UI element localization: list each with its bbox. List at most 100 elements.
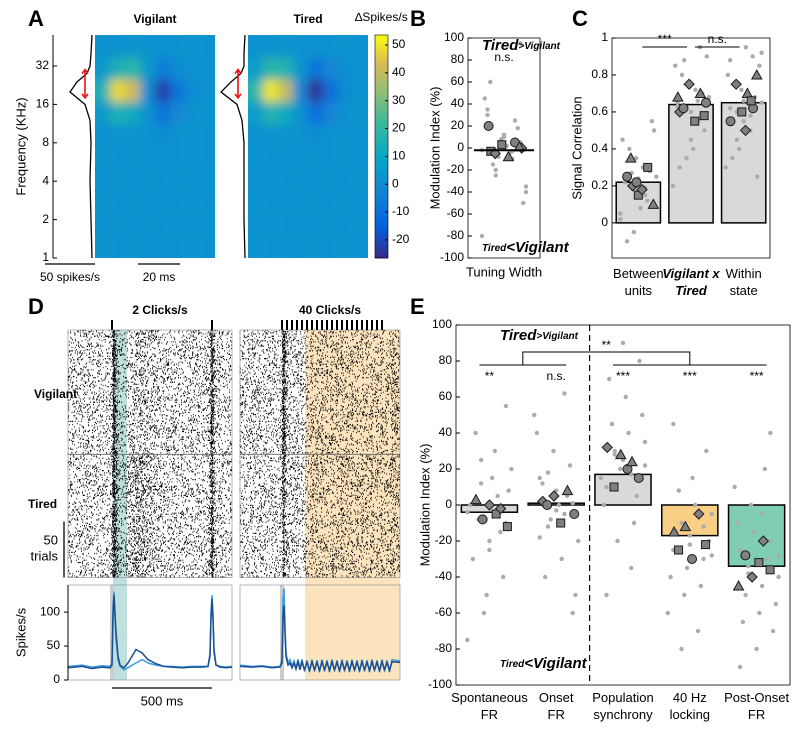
tuning-curve (220, 34, 246, 259)
colorbar-swatch (375, 163, 388, 167)
data-point (620, 340, 626, 346)
heatmap-cell (323, 146, 339, 170)
psth-line (67, 595, 233, 670)
data-point (612, 448, 617, 454)
significance: ** (485, 369, 495, 383)
heatmap-cell (95, 191, 111, 214)
data-point (768, 538, 773, 544)
heatmap-cell (278, 235, 294, 258)
heatmap-cell (353, 124, 368, 147)
data-point (501, 134, 507, 140)
colorbar-swatch (375, 135, 388, 139)
data-point (759, 511, 765, 517)
x-tick-label-line: Tired (675, 283, 708, 298)
data-point (709, 511, 714, 517)
colorbar-swatch (375, 154, 388, 159)
heatmap-cell (278, 146, 294, 170)
data-point (562, 511, 567, 517)
colorbar-swatch (375, 96, 388, 100)
y-axis-label: Modulation Index (%) (427, 87, 442, 210)
colorbar-swatch (375, 104, 388, 108)
x-tick-label-line: Vigilant x (662, 266, 720, 281)
scale-bar-label-line: 50 (44, 533, 58, 548)
data-point (645, 198, 650, 203)
colorbar-swatch (375, 62, 388, 67)
data-point (604, 592, 609, 598)
unit-marker (643, 162, 653, 172)
colorbar-swatch (375, 85, 388, 89)
data-point (562, 391, 567, 396)
unit-marker (732, 579, 745, 591)
panel-letter: A (28, 6, 44, 31)
scale-bar-label: 20 ms (143, 270, 176, 284)
heatmap-cell (185, 79, 201, 103)
unit-marker (609, 482, 619, 492)
bar (727, 504, 786, 567)
heatmap-cell (308, 124, 324, 147)
data-point (746, 564, 751, 569)
data-point (673, 63, 678, 68)
colorbar-swatch (375, 157, 388, 161)
colorbar-swatch (375, 177, 388, 181)
colorbar-swatch (375, 51, 388, 55)
heatmap-cell (185, 235, 201, 258)
colorbar-swatch (375, 188, 388, 192)
data-point (545, 470, 551, 475)
heatmap-cell (185, 101, 201, 125)
data-point (704, 54, 709, 59)
data-point (737, 664, 743, 670)
colorbar-swatch (375, 227, 388, 231)
colorbar-swatch (375, 171, 388, 175)
data-point (540, 481, 545, 486)
data-point (759, 100, 764, 105)
unit-marker (687, 554, 698, 564)
colorbar-swatch (375, 246, 388, 251)
data-point (741, 98, 746, 104)
y-tick-label: 60 (439, 389, 453, 403)
unit-marker (730, 78, 742, 90)
heatmap-cell (185, 57, 201, 81)
heatmap-cell (185, 146, 201, 170)
y-tick-label: 60 (451, 74, 465, 88)
heatmap-cell (263, 35, 279, 58)
heatmap-cell (155, 57, 171, 81)
colorbar-tick-label: 50 (392, 37, 406, 51)
annotation-part: Tired (500, 327, 537, 344)
heatmap-cell (125, 35, 141, 58)
heatmap-cell (200, 79, 215, 103)
data-point (570, 501, 575, 506)
data-point (518, 41, 523, 46)
unit-marker (683, 78, 695, 90)
heatmap-cell (200, 124, 215, 147)
heatmap-cell (308, 168, 324, 192)
unit-marker (737, 107, 747, 117)
data-point (537, 475, 542, 481)
unit-marker (746, 96, 756, 106)
heatmap-cell (308, 57, 324, 81)
heatmap-cell (95, 168, 111, 192)
colorbar-swatch (375, 224, 388, 228)
colorbar-swatch (375, 54, 388, 58)
data-point (732, 484, 737, 490)
colorbar-swatch (375, 101, 388, 106)
colorbar-swatch (375, 90, 388, 94)
heatmap-cell (140, 213, 156, 237)
heatmap-cell (278, 124, 294, 147)
heatmap-cell (308, 101, 324, 125)
unit-marker (757, 535, 770, 547)
y-tick-label: 0 (457, 140, 464, 154)
data-point (620, 137, 625, 142)
heatmap-cell (338, 146, 354, 170)
x-tick-label-line: state (730, 283, 758, 298)
y-tick-label: 100 (444, 30, 464, 44)
heatmap-cell (248, 57, 264, 81)
data-point (770, 628, 776, 634)
analysis-window (305, 330, 400, 680)
heatmap-cell (155, 168, 171, 192)
colorbar-swatch (375, 210, 388, 214)
heatmap-cell (110, 57, 126, 81)
heatmap-cell (248, 235, 264, 258)
heatmap-blur (248, 35, 368, 258)
heatmap-cell (140, 124, 156, 147)
annotation-part: <Vigilant (524, 655, 587, 672)
